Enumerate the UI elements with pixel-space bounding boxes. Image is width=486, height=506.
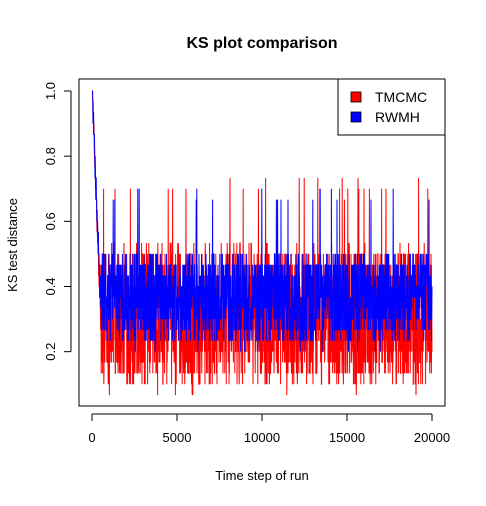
- legend-swatch-tmcmc: [350, 91, 362, 103]
- x-axis: 0 5000 10000 15000 20000: [88, 413, 450, 445]
- series-line-rwmh: [92, 90, 433, 352]
- x-tick-label: 0: [88, 430, 95, 445]
- x-tick-label: 15000: [329, 430, 365, 445]
- y-axis-label: KS test distance: [5, 198, 20, 292]
- y-axis-label-group: KS test distance: [5, 198, 20, 292]
- x-tick-label: 10000: [244, 430, 280, 445]
- x-axis-label: Time step of run: [215, 468, 308, 483]
- plot-frame: [78, 78, 446, 407]
- chart-title: KS plot comparison: [186, 35, 337, 52]
- x-tick-label: 20000: [414, 430, 450, 445]
- y-tick-label: 0.4: [43, 277, 58, 295]
- series-layer: [91, 90, 433, 396]
- y-tick-label: 1.0: [43, 82, 58, 100]
- y-tick-label: 0.8: [43, 147, 58, 165]
- y-tick-label: 0.2: [43, 343, 58, 361]
- legend: TMCMC RWMH: [337, 78, 446, 136]
- legend-swatch-rwmh: [350, 111, 362, 123]
- x-tick-label: 5000: [163, 430, 192, 445]
- y-tick-label: 0.6: [43, 212, 58, 230]
- legend-box: [337, 78, 446, 136]
- legend-label-rwmh: RWMH: [375, 109, 420, 125]
- y-axis: 0.2 0.4 0.6 0.8 1.0: [43, 82, 72, 361]
- legend-label-tmcmc: TMCMC: [375, 89, 427, 105]
